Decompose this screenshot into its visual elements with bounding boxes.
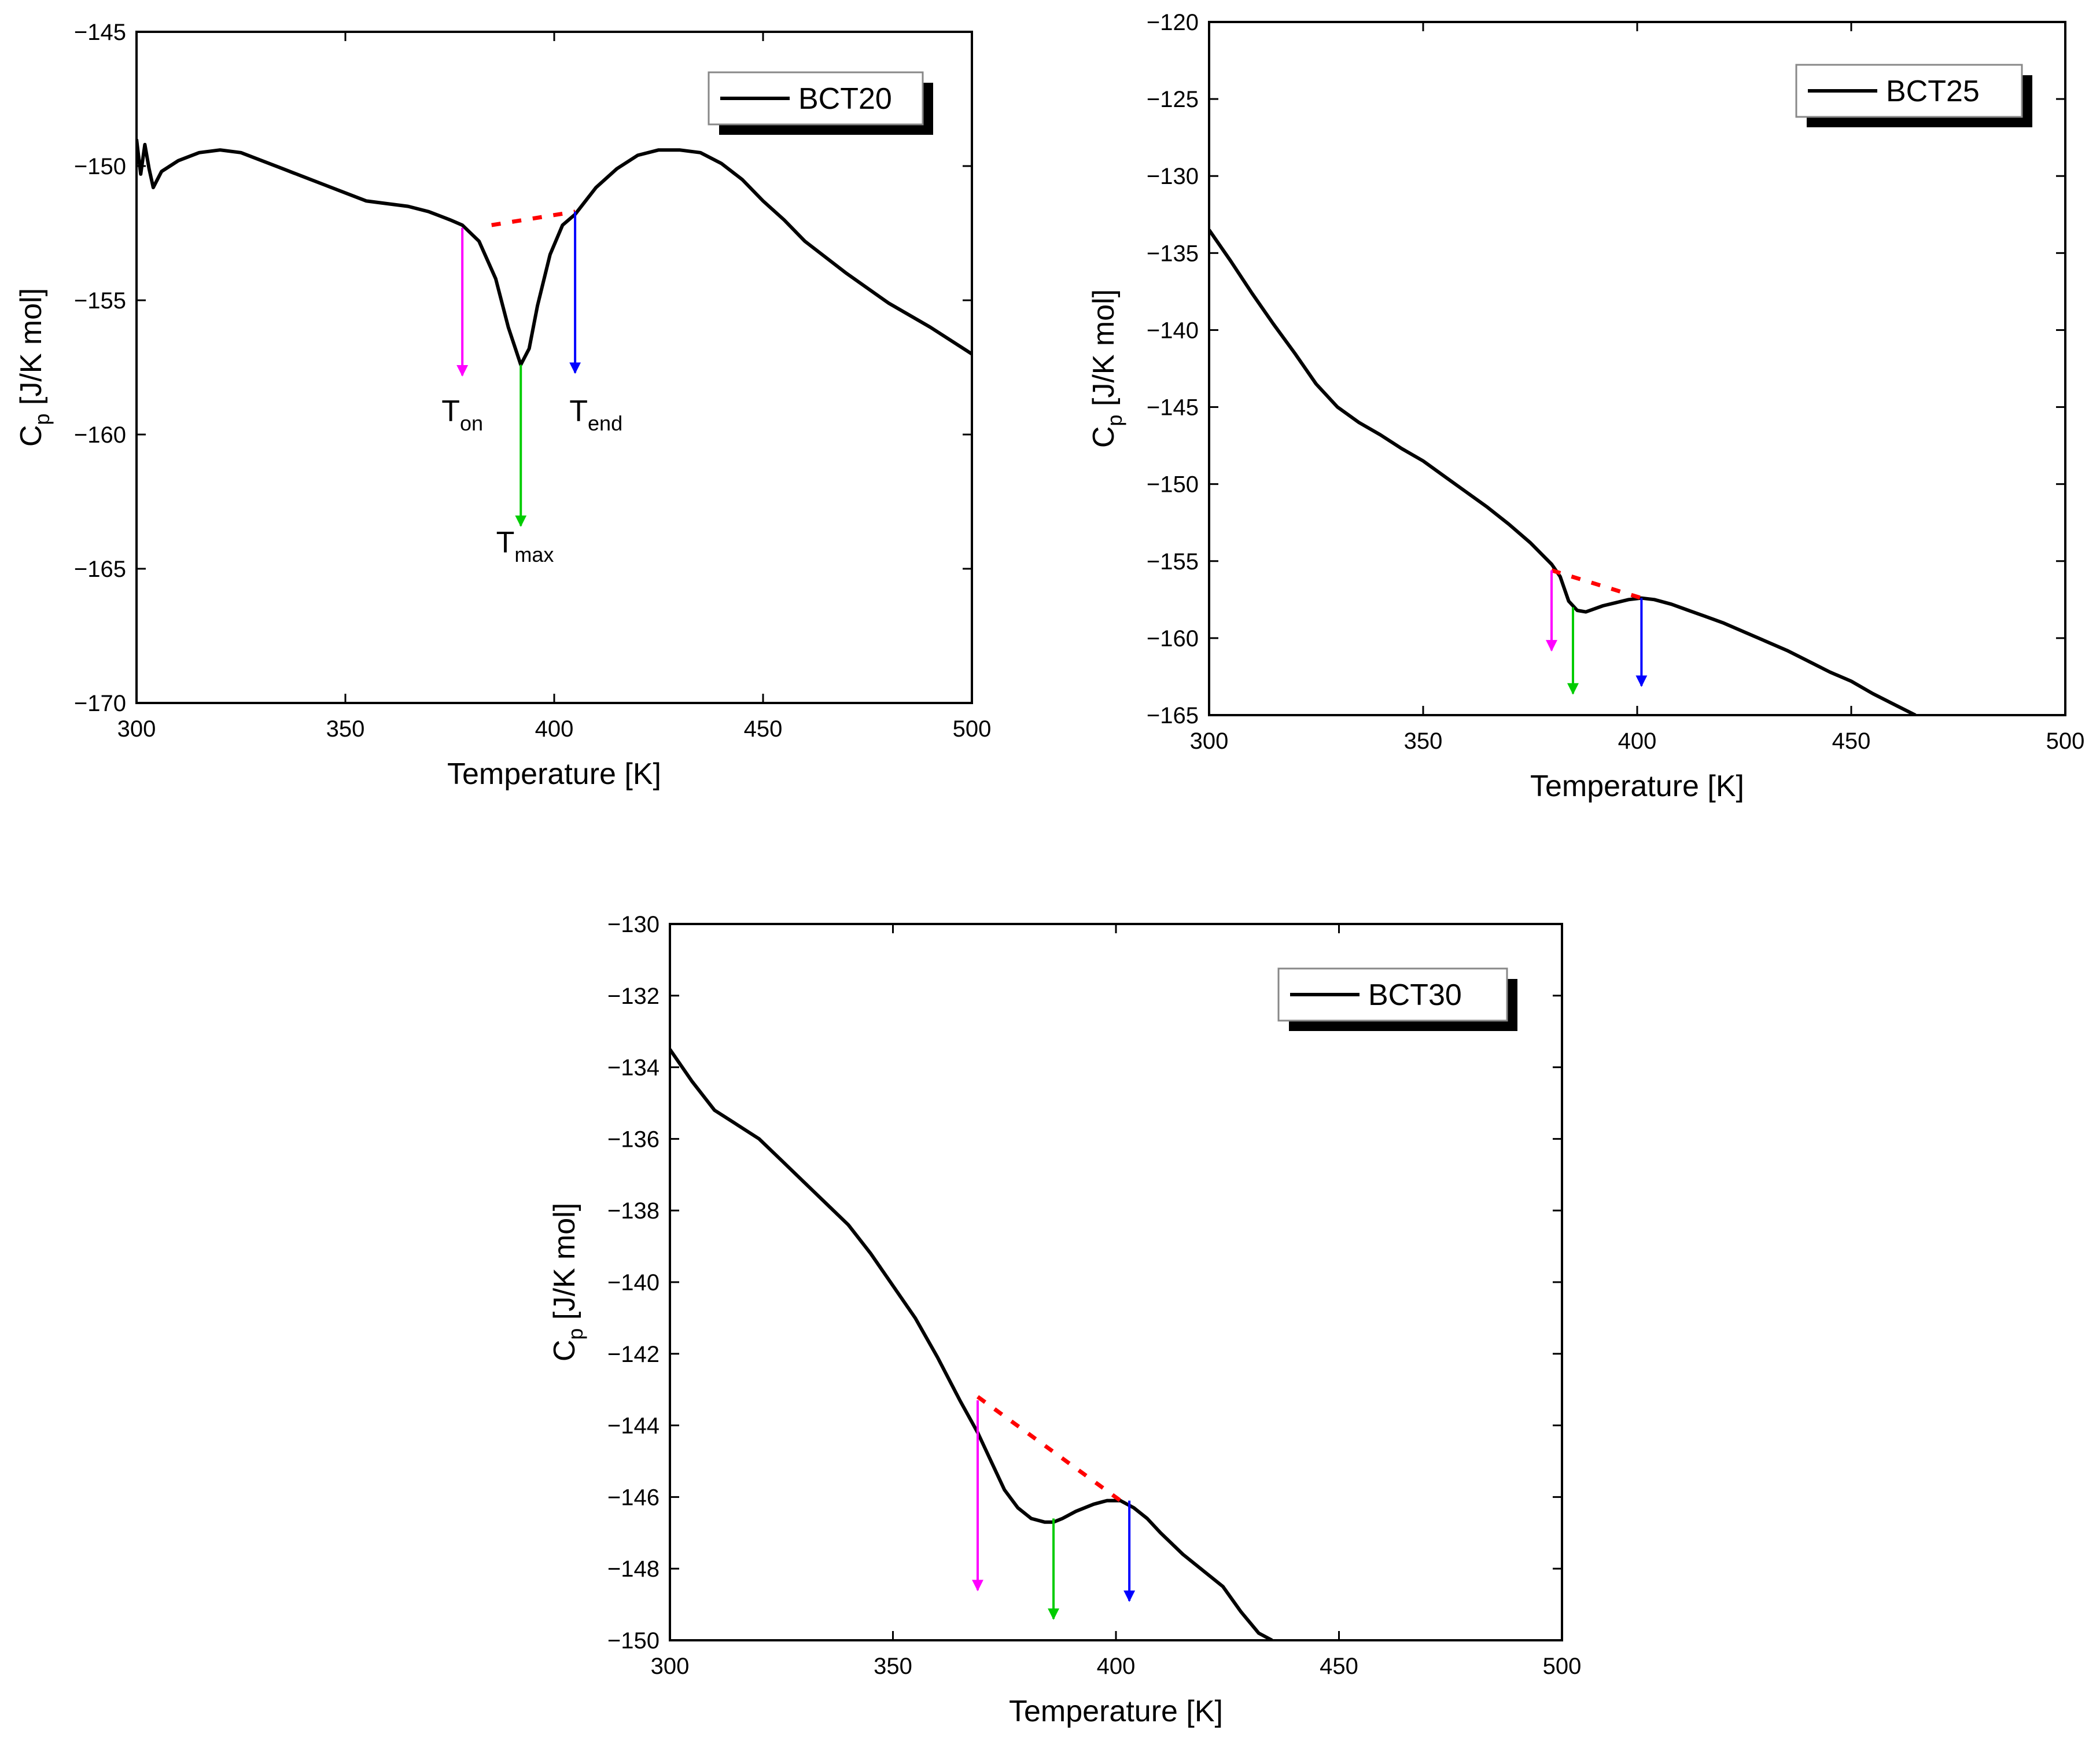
annotation-t-on: Ton [441,395,483,435]
x-tick-label: 500 [953,716,992,742]
x-tick-label: 400 [1618,728,1657,754]
y-tick-label: −155 [74,288,126,314]
y-tick-label: −130 [1147,164,1199,189]
baseline-dashed-line [1550,568,1642,601]
x-tick-label: 400 [1097,1654,1136,1679]
plot-frame [135,31,973,704]
y-axis-title-rest: [J/K mol] [548,1203,581,1328]
x-tick-label: 300 [651,1654,690,1679]
x-tick-label: 450 [1320,1654,1358,1679]
y-tick-label: −140 [1147,318,1199,343]
y-tick-label: −160 [74,422,126,448]
y-tick-label: −155 [1147,549,1199,575]
y-tick-label: −165 [1147,703,1199,728]
chart-panel-bct20: 300 350 400 450 500 −170 −165 −160 −155 −150 −145 T… [14,20,991,791]
baseline-dashed-line [491,209,576,227]
x-tick-label: 350 [1404,728,1443,754]
x-tick-label: 450 [1832,728,1871,754]
y-tick-label: −160 [1147,626,1199,651]
x-axis-title: Temperature [K] [1530,770,1744,803]
series-line-bct20 [137,139,972,367]
y-tick-label: −135 [1147,241,1199,266]
y-tick-label: −134 [607,1055,660,1081]
x-tick-label: 350 [874,1654,912,1679]
y-axis-title-sub: p [1103,415,1126,426]
y-tick-label: −142 [607,1342,660,1367]
y-axis-title-main: C [548,1340,581,1362]
y-tick-label: −130 [607,912,660,937]
y-axis-title-main: C [1087,426,1121,448]
legend-label: BCT25 [1886,75,1980,108]
annotation-main: T [569,395,588,428]
legend: BCT20 [708,71,933,135]
y-tick-label: −146 [607,1485,660,1510]
x-tick-label: 500 [1543,1654,1582,1679]
y-tick-label: −132 [607,984,660,1009]
series-line-bct30 [670,1048,1273,1640]
x-tick-label: 450 [744,716,783,742]
y-axis-title-rest: [J/K mol] [14,288,48,414]
annotation-sub: end [588,411,622,435]
baseline-dashed-line [976,1395,1122,1503]
y-axis-title-main: C [14,425,48,447]
y-tick-label: −170 [74,691,126,716]
annotation-main: T [441,395,460,428]
x-axis-title: Temperature [K] [447,757,661,791]
plot-frame [669,923,1563,1641]
annotation-t-end: Tend [569,395,622,435]
y-axis-title-rest: [J/K mol] [1087,289,1121,415]
legend-label: BCT20 [798,82,892,116]
annotation-t-max: Tmax [496,526,554,566]
y-tick-label: −125 [1147,87,1199,112]
y-tick-label: −148 [607,1556,660,1582]
legend-label: BCT30 [1368,978,1462,1012]
annotation-sub: on [460,411,483,435]
x-tick-label: 500 [2046,728,2085,754]
y-tick-label: −136 [607,1127,660,1152]
y-tick-label: −150 [1147,472,1199,498]
y-axis-title: Cp [J/K mol] [548,1203,587,1361]
legend: BCT30 [1277,967,1517,1031]
y-tick-label: −150 [74,154,126,179]
y-axis-title: Cp [J/K mol] [1087,289,1126,448]
y-axis-title-sub: p [563,1328,587,1340]
y-tick-label: −165 [74,557,126,582]
x-tick-label: 350 [326,716,365,742]
annotation-main: T [496,526,515,559]
y-tick-label: −140 [607,1270,660,1295]
legend: BCT25 [1795,64,2032,127]
y-tick-label: −145 [74,20,126,45]
y-tick-label: −150 [607,1628,660,1654]
x-tick-label: 300 [1190,728,1229,754]
x-tick-label: 300 [117,716,156,742]
y-tick-label: −144 [607,1413,660,1439]
y-tick-label: −138 [607,1198,660,1224]
series-line-bct25 [1209,229,1917,715]
chart-panel-bct25: 300 350 400 450 500 −165 −160 −155 −150 −145 −140 −… [1087,10,2084,803]
y-axis-title: Cp [J/K mol] [14,288,54,447]
plot-frame [1208,21,2066,716]
y-axis-title-sub: p [30,414,54,425]
chart-panel-bct30: 300 350 400 450 500 −150 −148 −146 −144 −142 −140 −… [548,912,1581,1728]
x-tick-label: 400 [535,716,574,742]
x-axis-title: Temperature [K] [1009,1695,1223,1728]
y-tick-label: −145 [1147,395,1199,421]
annotation-sub: max [514,543,554,566]
y-tick-label: −120 [1147,10,1199,35]
